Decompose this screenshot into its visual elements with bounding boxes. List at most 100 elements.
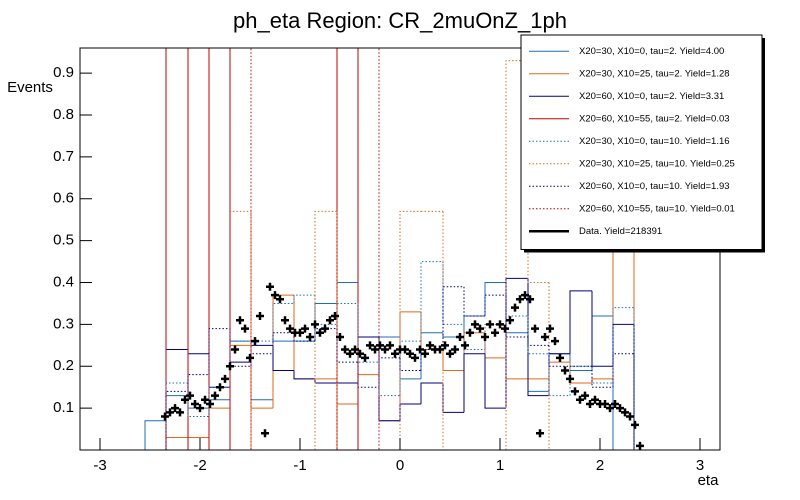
data-point bbox=[561, 366, 569, 375]
data-point bbox=[241, 324, 249, 333]
data-point bbox=[321, 324, 329, 333]
data-point bbox=[166, 408, 174, 417]
data-point bbox=[181, 395, 189, 404]
data-point bbox=[346, 349, 354, 358]
legend-label: X20=60, X10=55, tau=10. Yield=0.01 bbox=[579, 203, 735, 214]
data-point bbox=[401, 345, 409, 354]
data-point bbox=[581, 391, 589, 400]
data-point bbox=[371, 345, 379, 354]
data-point bbox=[301, 324, 309, 333]
data-point bbox=[386, 341, 394, 350]
data-point bbox=[286, 324, 294, 333]
data-point bbox=[466, 328, 474, 337]
data-point bbox=[221, 374, 229, 383]
data-point bbox=[636, 441, 644, 450]
data-point bbox=[471, 320, 479, 329]
histogram-bin bbox=[505, 295, 528, 338]
data-point bbox=[451, 345, 459, 354]
legend bbox=[520, 34, 763, 250]
data-point bbox=[486, 320, 494, 329]
data-point bbox=[516, 295, 524, 304]
data-point bbox=[256, 312, 264, 320]
legend-label: X20=30, X10=0, tau=10. Yield=1.16 bbox=[579, 136, 730, 147]
data-point bbox=[541, 332, 549, 341]
data-point bbox=[306, 332, 314, 341]
histogram-bin bbox=[399, 210, 421, 450]
y-tick-label: 0.2 bbox=[53, 357, 74, 374]
histogram-bin bbox=[612, 353, 635, 450]
chart-title: ph_eta Region: CR_2muOnZ_1ph bbox=[233, 8, 567, 33]
data-point bbox=[366, 341, 374, 350]
data-point bbox=[361, 353, 369, 362]
histogram-bin bbox=[229, 48, 251, 450]
histogram-bin bbox=[569, 290, 592, 354]
histogram-bin bbox=[357, 362, 379, 388]
data-point bbox=[196, 404, 204, 413]
data-point bbox=[186, 391, 194, 400]
data-point bbox=[266, 282, 274, 291]
legend-label: X20=60, X10=55, tau=2. Yield=0.03 bbox=[579, 113, 730, 124]
histogram-bin bbox=[463, 353, 485, 413]
data-point bbox=[626, 412, 634, 421]
data-point bbox=[616, 404, 624, 413]
data-point bbox=[411, 353, 419, 362]
y-axis-label: Events bbox=[7, 79, 53, 96]
x-axis-label: eta bbox=[698, 472, 720, 489]
data-point bbox=[436, 345, 444, 354]
data-point bbox=[611, 399, 619, 408]
data-point bbox=[531, 324, 539, 333]
data-point bbox=[171, 404, 179, 413]
data-point bbox=[416, 345, 424, 354]
y-tick-label: 0.5 bbox=[53, 232, 74, 249]
data-point bbox=[161, 412, 169, 421]
x-tick-label: 2 bbox=[596, 457, 604, 474]
histogram-bin bbox=[250, 353, 273, 367]
data-point bbox=[211, 391, 219, 400]
data-point bbox=[216, 383, 224, 392]
data-point bbox=[511, 303, 519, 312]
histogram-bin bbox=[399, 357, 421, 371]
data-point bbox=[621, 408, 629, 417]
data-point bbox=[476, 324, 484, 333]
data-point bbox=[336, 332, 344, 341]
legend-label: X20=60, X10=0, tau=10. Yield=1.93 bbox=[579, 181, 730, 192]
data-point bbox=[381, 345, 389, 354]
data-point bbox=[496, 320, 504, 329]
x-tick-label: 3 bbox=[696, 457, 704, 474]
data-point bbox=[456, 332, 464, 341]
data-point bbox=[341, 345, 349, 354]
histogram-bin bbox=[463, 324, 485, 350]
histogram-bin bbox=[336, 328, 358, 363]
data-point bbox=[261, 429, 269, 438]
data-point bbox=[176, 408, 184, 417]
data-point bbox=[236, 316, 244, 325]
histogram-bin bbox=[442, 383, 464, 413]
histogram-bin bbox=[527, 336, 549, 346]
histogram-bin bbox=[208, 328, 230, 375]
histogram-bin bbox=[442, 349, 464, 371]
data-point bbox=[281, 316, 289, 325]
data-point bbox=[296, 328, 304, 337]
data-point bbox=[606, 404, 614, 413]
data-point bbox=[226, 362, 234, 371]
data-point bbox=[191, 399, 199, 408]
histogram-bin bbox=[314, 210, 337, 450]
data-point bbox=[201, 395, 209, 404]
histogram-bin bbox=[357, 48, 379, 450]
histogram-bin bbox=[463, 286, 485, 317]
data-point bbox=[206, 399, 214, 408]
data-point bbox=[501, 324, 509, 333]
x-tick-label: -2 bbox=[193, 457, 206, 474]
data-point bbox=[331, 312, 339, 320]
data-point bbox=[426, 341, 434, 350]
data-point bbox=[326, 316, 334, 325]
x-tick-label: 1 bbox=[496, 457, 504, 474]
data-point bbox=[391, 349, 399, 358]
data-point bbox=[271, 291, 279, 300]
data-point bbox=[491, 328, 499, 337]
y-tick-label: 0.4 bbox=[53, 273, 74, 290]
data-point bbox=[521, 291, 529, 300]
histogram-bin bbox=[187, 48, 209, 450]
data-point bbox=[556, 353, 564, 362]
